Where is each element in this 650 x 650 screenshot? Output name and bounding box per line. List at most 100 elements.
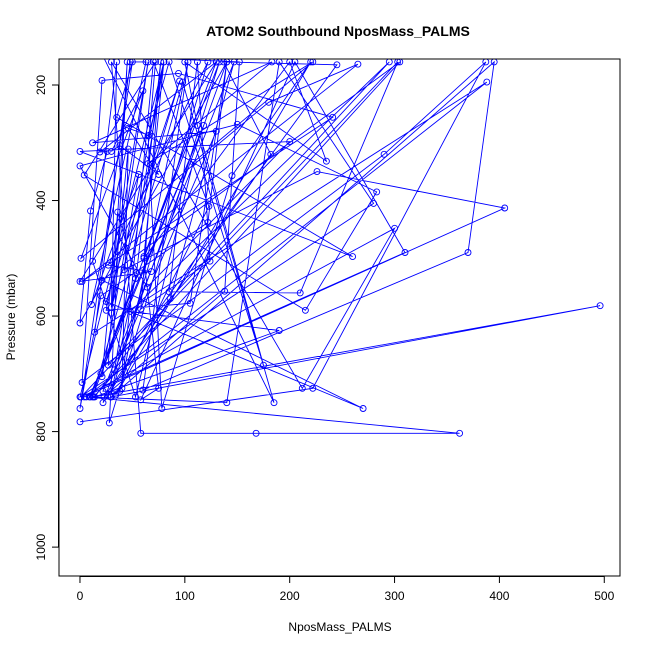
data-point <box>329 113 337 121</box>
data-point <box>205 202 213 210</box>
data-point <box>265 98 273 106</box>
data-point <box>186 299 194 307</box>
data-point <box>113 59 121 66</box>
data-point <box>464 249 472 256</box>
data-point <box>307 59 315 66</box>
data-point <box>77 254 85 262</box>
data-point <box>391 224 399 232</box>
data-point <box>490 59 498 66</box>
data-point <box>76 393 84 401</box>
data-point <box>181 59 189 66</box>
data-point <box>215 59 223 66</box>
data-point <box>76 162 84 170</box>
data-point <box>97 292 105 300</box>
data-point <box>483 78 491 86</box>
data-point <box>89 393 97 401</box>
data-point <box>313 168 321 176</box>
data-point <box>309 384 317 392</box>
data-point <box>309 59 317 66</box>
data-point <box>132 393 139 401</box>
data-point <box>137 429 145 437</box>
data-point <box>147 268 155 276</box>
data-point <box>139 386 147 394</box>
data-point <box>102 298 110 306</box>
y-tick-label: 1000 <box>34 533 48 560</box>
data-point <box>91 393 99 401</box>
data-point <box>76 418 84 426</box>
data-point <box>124 124 132 132</box>
data-point <box>267 150 275 158</box>
data-point <box>322 157 330 165</box>
data-point <box>98 276 106 284</box>
data-point <box>76 405 84 412</box>
data-point <box>275 59 283 66</box>
data-point <box>291 59 299 66</box>
data-point <box>252 429 260 437</box>
series-line <box>79 59 601 434</box>
data-point <box>104 361 112 369</box>
y-tick-label: 800 <box>34 421 48 441</box>
data-point <box>142 59 150 66</box>
data-point <box>140 253 148 261</box>
data-point <box>204 219 212 226</box>
data-point <box>78 277 86 285</box>
data-point <box>85 393 93 401</box>
data-point <box>298 384 306 392</box>
data-point <box>359 405 367 412</box>
data-point <box>155 384 163 392</box>
data-point <box>144 132 152 140</box>
data-point <box>123 59 131 66</box>
data-point <box>155 171 163 178</box>
data-point <box>91 328 99 336</box>
data-point <box>235 59 243 66</box>
x-axis: 0 100 200 300 400 500 <box>77 576 615 603</box>
data-point <box>107 59 115 66</box>
y-axis-label: Pressure (mbar) <box>4 274 18 361</box>
data-point <box>482 59 490 66</box>
data-point <box>76 277 84 285</box>
data-point <box>158 405 166 412</box>
data-point <box>88 301 95 308</box>
data-point <box>120 266 128 274</box>
data-point <box>233 120 241 128</box>
data-point <box>175 69 182 77</box>
x-axis-label: NposMass_PALMS <box>288 620 391 634</box>
data-point <box>221 287 229 295</box>
data-point <box>354 60 362 68</box>
x-tick-label: 300 <box>385 589 405 603</box>
data-point <box>212 59 220 66</box>
data-point <box>501 204 509 212</box>
data-point <box>128 59 136 66</box>
data-point <box>89 257 97 265</box>
data-point <box>333 61 341 69</box>
x-tick-label: 400 <box>489 589 509 603</box>
data-point <box>98 76 106 84</box>
data-point <box>179 78 187 86</box>
data-point <box>301 306 309 314</box>
data-point <box>102 306 110 314</box>
data-point <box>116 142 124 150</box>
data-point <box>111 366 119 374</box>
data-point <box>144 59 152 66</box>
data-point <box>160 59 168 66</box>
chart-title: ATOM2 Southbound NposMass_PALMS <box>206 23 470 39</box>
data-point <box>98 373 106 381</box>
data-point <box>176 77 184 85</box>
data-point <box>139 87 147 95</box>
y-tick-label: 200 <box>34 75 48 95</box>
data-point <box>104 261 112 269</box>
data-point <box>200 121 208 129</box>
data-point <box>268 59 276 66</box>
data-point <box>394 59 402 66</box>
data-point <box>135 171 143 178</box>
data-point <box>89 139 97 147</box>
data-point <box>380 150 388 158</box>
data-point <box>286 59 294 66</box>
data-point <box>184 59 192 66</box>
data-point <box>137 305 145 313</box>
data-point <box>370 199 378 207</box>
data-point <box>107 147 115 155</box>
data-point <box>116 387 124 395</box>
data-point <box>144 160 152 168</box>
